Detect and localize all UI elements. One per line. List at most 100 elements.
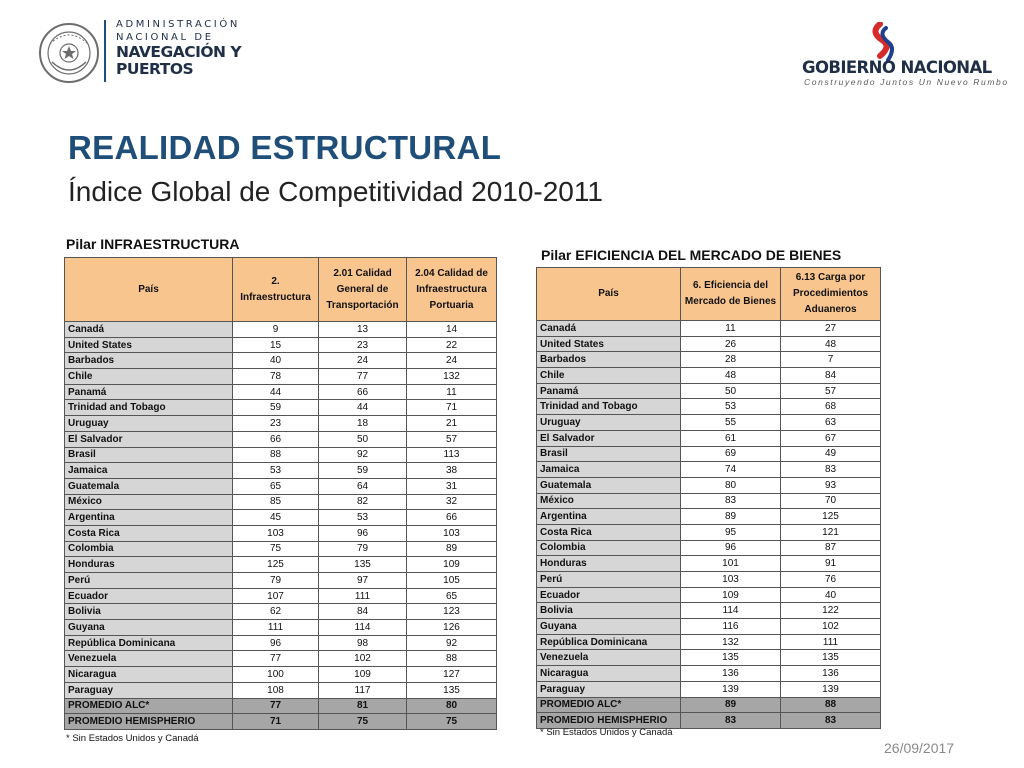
market-table: País 6. Eficiencia del Mercado de Bienes 6… (536, 267, 881, 729)
flag-swoosh-icon (866, 21, 898, 64)
value-cell: 55 (680, 414, 781, 431)
table-row: Guyana 111 114 126 (64, 619, 497, 636)
value-cell: 102 (318, 650, 407, 668)
table-row: Ecuador 109 40 (536, 586, 881, 604)
value-cell: 100 (232, 666, 319, 683)
country-cell: Colombia (64, 540, 233, 558)
value-cell: 27 (780, 320, 881, 337)
value-cell: 22 (406, 336, 497, 354)
value-cell: 117 (318, 681, 407, 699)
page-title: REALIDAD ESTRUCTURAL (68, 129, 502, 166)
value-cell: 135 (406, 681, 497, 699)
value-cell: 44 (318, 399, 407, 417)
table-row: Canadá 9 13 14 (64, 321, 497, 338)
value-cell: 53 (680, 398, 781, 416)
value-cell: 79 (318, 540, 407, 558)
table-row: Jamaica 74 83 (536, 461, 881, 478)
table-row: Barbados 40 24 24 (64, 352, 497, 370)
value-cell: 114 (318, 619, 407, 636)
value-cell: 125 (232, 556, 319, 573)
country-cell: Venezuela (64, 650, 233, 668)
summary-row: PROMEDIO ALC* 89 88 (536, 696, 881, 714)
value-cell: 44 (232, 383, 319, 401)
value-cell: 40 (232, 352, 319, 370)
country-cell: México (64, 493, 233, 511)
value-cell: 68 (780, 398, 881, 416)
gov-tagline: Construyendo Juntos Un Nuevo Rumbo (804, 77, 1009, 87)
value-cell: 59 (232, 399, 319, 417)
value-cell: 57 (406, 430, 497, 448)
column-header: 2. Infraestructura (232, 257, 319, 322)
value-cell: 67 (780, 429, 881, 447)
value-cell: 48 (680, 367, 781, 384)
value-cell: 125 (780, 508, 881, 525)
page-subtitle: Índice Global de Competitividad 2010-201… (68, 176, 603, 207)
country-cell: Bolivia (64, 603, 233, 621)
column-header: País (64, 257, 233, 322)
value-cell: 126 (406, 619, 497, 636)
value-cell: 83 (680, 712, 781, 729)
value-cell: 107 (232, 587, 319, 605)
country-cell: El Salvador (64, 430, 233, 448)
country-cell: Barbados (536, 351, 681, 369)
value-cell: 23 (318, 336, 407, 354)
table-row: República Dominicana 96 98 92 (64, 634, 497, 652)
country-cell: Jamaica (536, 461, 681, 478)
country-cell: Costa Rica (64, 524, 233, 542)
value-cell: 18 (318, 415, 407, 432)
table-row: El Salvador 61 67 (536, 429, 881, 447)
value-cell: 28 (680, 351, 781, 369)
value-cell: 66 (232, 430, 319, 448)
value-cell: 84 (318, 603, 407, 621)
column-header: País (536, 267, 681, 321)
infra-footnote: * Sin Estados Unidos y Canadá (66, 733, 199, 744)
table-row: Perú 103 76 (536, 571, 881, 588)
country-cell: PROMEDIO HEMISPHERIO (64, 713, 233, 730)
table-row: Paraguay 139 139 (536, 680, 881, 698)
country-cell: El Salvador (536, 429, 681, 447)
value-cell: 139 (780, 680, 881, 698)
country-cell: Panamá (64, 383, 233, 401)
value-cell: 123 (406, 603, 497, 621)
country-cell: Argentina (64, 509, 233, 526)
table-row: Canadá 11 27 (536, 320, 881, 337)
value-cell: 136 (780, 665, 881, 682)
value-cell: 53 (232, 462, 319, 479)
table-row: Chile 48 84 (536, 367, 881, 384)
country-cell: Uruguay (64, 415, 233, 432)
value-cell: 80 (680, 476, 781, 494)
value-cell: 85 (232, 493, 319, 511)
country-cell: Guyana (64, 619, 233, 636)
coat-of-arms-icon (38, 22, 100, 84)
value-cell: 14 (406, 321, 497, 338)
country-cell: Barbados (64, 352, 233, 370)
table-row: Nicaragua 136 136 (536, 665, 881, 682)
value-cell: 116 (680, 618, 781, 635)
value-cell: 89 (680, 696, 781, 714)
table-row: United States 15 23 22 (64, 336, 497, 354)
value-cell: 109 (406, 556, 497, 573)
table-row: Nicaragua 100 109 127 (64, 666, 497, 683)
table-row: Panamá 50 57 (536, 382, 881, 400)
table-row: Guyana 116 102 (536, 618, 881, 635)
value-cell: 79 (232, 572, 319, 589)
value-cell: 95 (680, 523, 781, 541)
country-cell: Bolivia (536, 602, 681, 620)
table-row: México 83 70 (536, 492, 881, 510)
country-cell: Ecuador (64, 587, 233, 605)
country-cell: United States (536, 335, 681, 353)
country-cell: República Dominicana (536, 633, 681, 651)
country-cell: Ecuador (536, 586, 681, 604)
value-cell: 113 (406, 446, 497, 464)
value-cell: 13 (318, 321, 407, 338)
table-row: Barbados 28 7 (536, 351, 881, 369)
country-cell: Guatemala (536, 476, 681, 494)
value-cell: 91 (780, 555, 881, 572)
value-cell: 53 (318, 509, 407, 526)
country-cell: Canadá (64, 321, 233, 338)
value-cell: 92 (406, 634, 497, 652)
country-cell: Nicaragua (64, 666, 233, 683)
table-row: Honduras 101 91 (536, 555, 881, 572)
country-cell: México (536, 492, 681, 510)
market-table-header: País 6. Eficiencia del Mercado de Bienes 6… (536, 267, 881, 321)
